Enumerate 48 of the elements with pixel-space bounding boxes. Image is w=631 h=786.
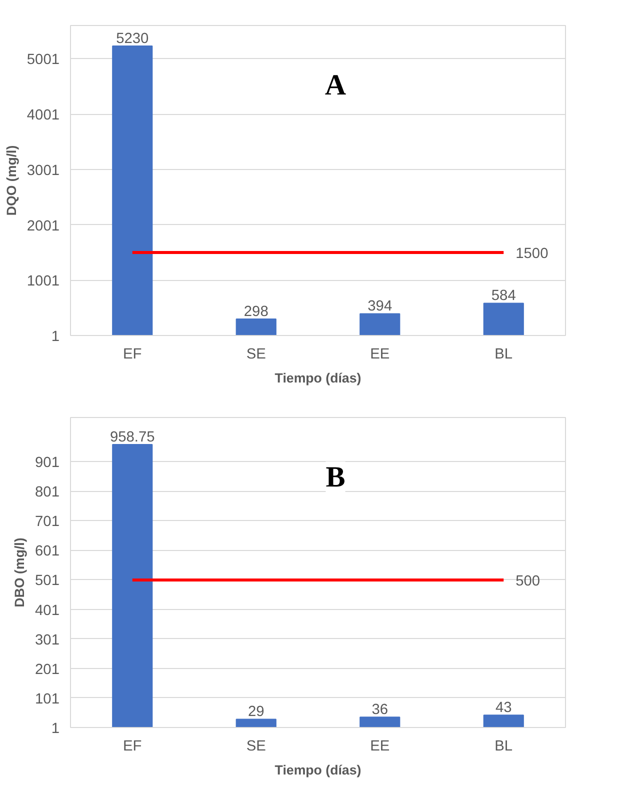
x-axis-title: Tiempo (días) (274, 762, 362, 778)
data-label: 5230 (116, 30, 149, 47)
bar (360, 716, 400, 728)
x-tick-label: BL (494, 738, 513, 754)
data-label: 394 (368, 298, 392, 315)
data-label: 43 (495, 700, 512, 716)
y-tick-label: 4001 (26, 108, 60, 124)
y-tick-label: 901 (35, 455, 60, 472)
y-tick-label: 2001 (26, 218, 60, 234)
data-label: 298 (244, 304, 268, 320)
annotation: B (326, 462, 346, 494)
bar (483, 714, 524, 728)
y-tick-label: 601 (35, 544, 60, 560)
x-tick-label: SE (246, 346, 266, 362)
data-label: 958.75 (110, 429, 155, 446)
y-tick-label: 301 (35, 632, 60, 648)
x-tick-label: BL (494, 346, 513, 362)
y-tick-label: 1 (51, 329, 60, 345)
y-tick-label: 701 (35, 514, 60, 530)
y-tick-label: 801 (35, 484, 60, 501)
y-tick-label: 5001 (26, 52, 60, 68)
x-tick-label: SE (246, 738, 266, 754)
y-tick-label: 1 (51, 721, 60, 737)
y-tick-label: 201 (35, 662, 60, 678)
ref-line-label: 1500 (516, 246, 548, 262)
y-tick-label: 3001 (26, 162, 60, 179)
x-tick-label: EF (123, 346, 142, 362)
bar (112, 45, 153, 336)
x-tick-label: EE (370, 738, 390, 754)
data-label: 36 (372, 702, 388, 718)
bar (360, 313, 400, 336)
bar (236, 318, 276, 336)
y-tick-label: 101 (35, 691, 60, 708)
y-axis-title: DBO (mg/l) (12, 538, 28, 608)
x-tick-label: EF (123, 738, 142, 754)
x-tick-label: EE (370, 346, 390, 362)
data-label: 584 (491, 288, 516, 304)
y-axis-title: DQO (mg/l) (4, 145, 19, 216)
data-label: 29 (248, 704, 264, 720)
y-tick-label: 1001 (26, 274, 60, 290)
bar (112, 444, 153, 728)
bar (236, 718, 276, 728)
y-tick-label: 401 (35, 602, 60, 619)
y-tick-label: 501 (35, 573, 60, 590)
annotation: A (324, 70, 346, 102)
x-axis-title: Tiempo (días) (274, 370, 362, 386)
ref-line-label: 500 (516, 574, 540, 590)
bar (483, 302, 524, 336)
